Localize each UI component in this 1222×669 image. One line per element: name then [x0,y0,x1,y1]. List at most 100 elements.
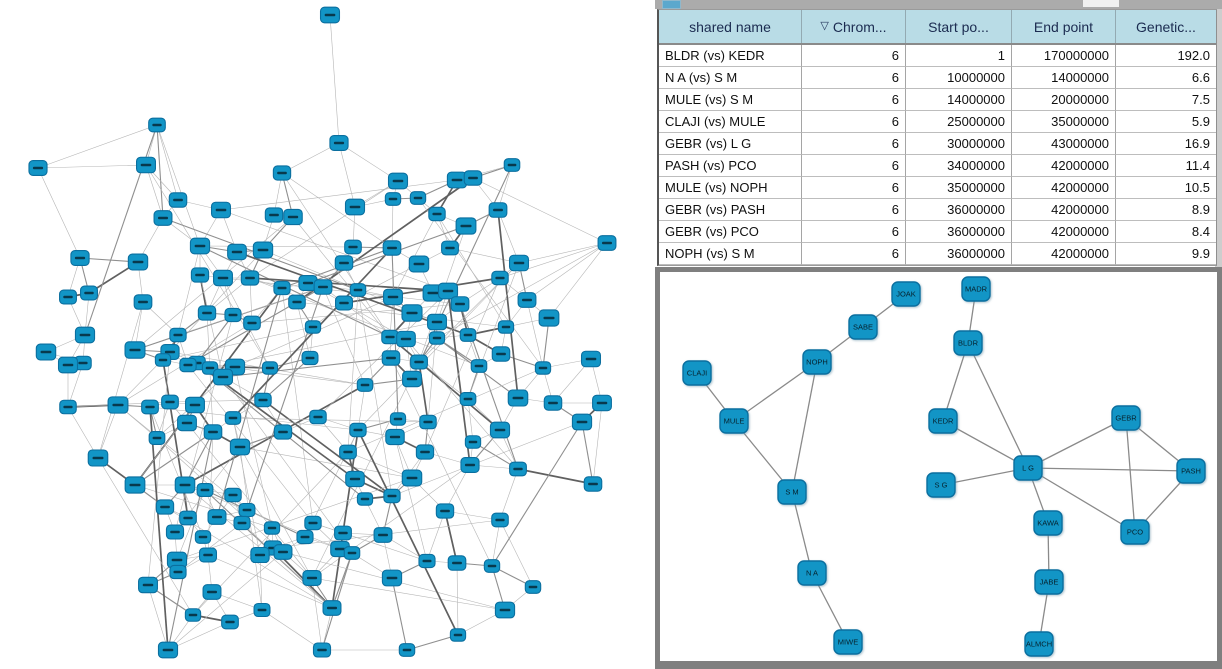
network-edge-L G-GEBR[interactable] [1027,417,1127,469]
table-cell-end-point[interactable]: 35000000 [1012,111,1116,133]
network-edge [292,216,391,338]
table-row[interactable]: GEBR (vs) PCO 6 36000000 42000000 8.4 [659,221,1216,243]
table-cell-end-point[interactable]: 42000000 [1012,243,1116,265]
table-cell-shared-name[interactable]: GEBR (vs) PASH [659,199,802,221]
table-cell-end-point[interactable]: 42000000 [1012,199,1116,221]
table-cell-chromosome[interactable]: 6 [802,199,906,221]
network-node-L G[interactable] [1013,455,1043,481]
table-cell-end-point[interactable]: 42000000 [1012,221,1116,243]
table-cell-start-point[interactable]: 34000000 [906,155,1012,177]
network-node-KAWA[interactable] [1033,510,1063,536]
table-cell-shared-name[interactable]: CLAJI (vs) MULE [659,111,802,133]
table-cell-genetic[interactable]: 6.6 [1116,67,1216,89]
table-cell-shared-name[interactable]: GEBR (vs) PCO [659,221,802,243]
table-cell-start-point[interactable]: 36000000 [906,243,1012,265]
table-row[interactable]: GEBR (vs) L G 6 30000000 43000000 16.9 [659,133,1216,155]
network-node-S M[interactable] [777,479,807,505]
table-cell-chromosome[interactable]: 6 [802,67,906,89]
table-cell-end-point[interactable]: 20000000 [1012,89,1116,111]
table-cell-chromosome[interactable]: 6 [802,111,906,133]
network-edge-GEBR-PCO[interactable] [1125,417,1136,533]
main-network-view[interactable] [0,0,655,669]
table-cell-start-point[interactable]: 14000000 [906,89,1012,111]
table-cell-start-point[interactable]: 25000000 [906,111,1012,133]
network-edge-S M-N A[interactable] [791,491,813,574]
column-header-start-point[interactable]: Start po... [906,10,1012,43]
network-node-GEBR[interactable] [1111,405,1141,431]
scrollbar-fragment [1083,0,1119,7]
table-cell-genetic[interactable]: 9.9 [1116,243,1216,265]
node-label-smudge [208,430,218,434]
table-cell-end-point[interactable]: 43000000 [1012,133,1116,155]
filter-funnel-icon[interactable]: ▽ [820,20,829,32]
table-cell-shared-name[interactable]: GEBR (vs) L G [659,133,802,155]
table-cell-genetic[interactable]: 16.9 [1116,133,1216,155]
table-cell-chromosome[interactable]: 6 [802,221,906,243]
table-cell-genetic[interactable]: 192.0 [1116,45,1216,67]
network-edge-L G-PCO[interactable] [1027,467,1136,533]
table-cell-end-point[interactable]: 14000000 [1012,67,1116,89]
network-node-NOPH[interactable] [802,349,832,375]
table-cell-chromosome[interactable]: 6 [802,133,906,155]
table-row[interactable]: MULE (vs) S M 6 14000000 20000000 7.5 [659,89,1216,111]
table-row[interactable]: MULE (vs) NOPH 6 35000000 42000000 10.5 [659,177,1216,199]
network-node-MULE[interactable] [719,408,749,434]
table-row[interactable]: NOPH (vs) S M 6 36000000 42000000 9.9 [659,243,1216,265]
table-cell-start-point[interactable]: 30000000 [906,133,1012,155]
table-row[interactable]: GEBR (vs) PASH 6 36000000 42000000 8.9 [659,199,1216,221]
table-cell-genetic[interactable]: 8.4 [1116,221,1216,243]
table-cell-shared-name[interactable]: N A (vs) S M [659,67,802,89]
table-cell-genetic[interactable]: 8.9 [1116,199,1216,221]
network-node-JABE[interactable] [1034,569,1064,595]
table-cell-start-point[interactable]: 36000000 [906,199,1012,221]
network-node-BLDR[interactable] [953,330,983,356]
network-edge-L G-PASH[interactable] [1027,467,1192,472]
table-row[interactable]: BLDR (vs) KEDR 6 1 170000000 192.0 [659,45,1216,67]
network-node-MIWE[interactable] [833,629,863,655]
network-node-ALMCH[interactable] [1024,631,1054,657]
table-row[interactable]: PASH (vs) PCO 6 34000000 42000000 11.4 [659,155,1216,177]
table-cell-genetic[interactable]: 7.5 [1116,89,1216,111]
network-node-N A[interactable] [797,560,827,586]
table-cell-shared-name[interactable]: BLDR (vs) KEDR [659,45,802,67]
column-header-genetic[interactable]: Genetic... [1116,10,1216,43]
network-node-PASH[interactable] [1176,458,1206,484]
table-cell-chromosome[interactable]: 6 [802,45,906,67]
network-edge-NOPH-MULE[interactable] [733,361,818,422]
network-node-KEDR[interactable] [928,408,958,434]
table-row[interactable]: CLAJI (vs) MULE 6 25000000 35000000 5.9 [659,111,1216,133]
network-node-MADR[interactable] [961,276,991,302]
table-cell-chromosome[interactable]: 6 [802,177,906,199]
table-cell-chromosome[interactable]: 6 [802,155,906,177]
column-header-chromosome[interactable]: ▽ Chrom... [802,10,906,43]
network-edge-BLDR-KEDR[interactable] [942,342,969,422]
table-cell-shared-name[interactable]: PASH (vs) PCO [659,155,802,177]
table-cell-start-point[interactable]: 1 [906,45,1012,67]
table-row[interactable]: N A (vs) S M 6 10000000 14000000 6.6 [659,67,1216,89]
network-node-PCO[interactable] [1120,519,1150,545]
network-node-JOAK[interactable] [891,281,921,307]
network-edge-NOPH-S M[interactable] [791,361,818,493]
table-cell-chromosome[interactable]: 6 [802,89,906,111]
network-edge-BLDR-L G[interactable] [967,342,1029,469]
column-header-end-point[interactable]: End point [1012,10,1116,43]
table-cell-end-point[interactable]: 42000000 [1012,177,1116,199]
table-cell-start-point[interactable]: 35000000 [906,177,1012,199]
network-node-CLAJI[interactable] [682,360,712,386]
network-node-SABE[interactable] [848,314,878,340]
table-cell-shared-name[interactable]: NOPH (vs) S M [659,243,802,265]
table-cell-start-point[interactable]: 36000000 [906,221,1012,243]
table-cell-genetic[interactable]: 11.4 [1116,155,1216,177]
table-cell-genetic[interactable]: 10.5 [1116,177,1216,199]
table-cell-end-point[interactable]: 170000000 [1012,45,1116,67]
network-node-S G[interactable] [926,472,956,498]
table-cell-start-point[interactable]: 10000000 [906,67,1012,89]
table-cell-shared-name[interactable]: MULE (vs) NOPH [659,177,802,199]
network-edge [312,522,428,562]
column-header-shared-name[interactable]: shared name [659,10,802,43]
table-cell-end-point[interactable]: 42000000 [1012,155,1116,177]
table-cell-genetic[interactable]: 5.9 [1116,111,1216,133]
table-cell-shared-name[interactable]: MULE (vs) S M [659,89,802,111]
table-cell-chromosome[interactable]: 6 [802,243,906,265]
